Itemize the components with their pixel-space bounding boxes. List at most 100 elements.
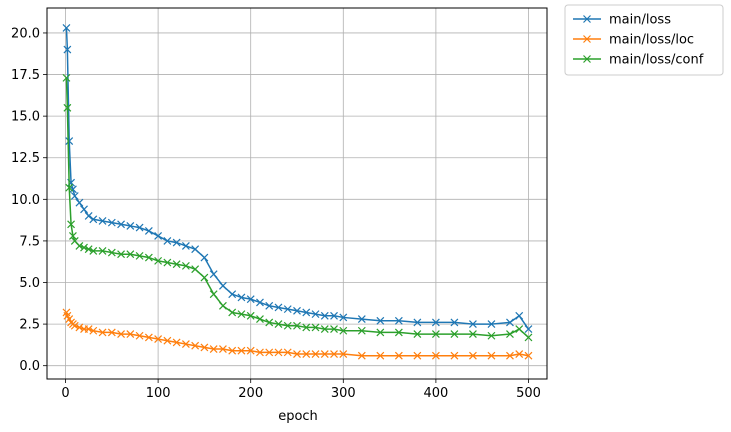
data-point bbox=[487, 351, 496, 360]
data-point bbox=[302, 350, 311, 358]
data-point bbox=[107, 328, 116, 337]
y-tick-label: 12.5 bbox=[11, 151, 40, 166]
y-tick-label: 2.5 bbox=[19, 318, 40, 333]
data-point bbox=[84, 245, 93, 254]
legend-label: main/loss/loc bbox=[609, 33, 694, 48]
y-tick-label: 0.0 bbox=[19, 359, 40, 374]
data-point bbox=[320, 350, 329, 358]
data-point bbox=[209, 270, 218, 279]
legend-entry[interactable]: main/loss/conf bbox=[573, 53, 704, 68]
data-point bbox=[450, 330, 459, 339]
data-point bbox=[154, 335, 163, 343]
data-point bbox=[63, 45, 72, 54]
data-point bbox=[413, 318, 422, 327]
data-point bbox=[524, 325, 533, 334]
data-point bbox=[135, 331, 144, 340]
y-tick-label: 5.0 bbox=[19, 276, 40, 291]
data-point bbox=[293, 350, 301, 358]
data-point bbox=[237, 293, 246, 302]
data-point bbox=[163, 336, 172, 345]
data-point bbox=[135, 251, 144, 260]
data-point bbox=[450, 318, 459, 327]
data-point bbox=[283, 348, 292, 357]
data-point bbox=[135, 223, 144, 232]
data-point bbox=[62, 73, 71, 82]
x-tick-label: 300 bbox=[331, 386, 356, 401]
data-point bbox=[117, 330, 125, 339]
data-point bbox=[283, 321, 292, 330]
data-point bbox=[339, 313, 348, 322]
legend[interactable]: main/loss main/loss/loc main/loss/conf bbox=[564, 4, 724, 76]
data-point bbox=[209, 290, 218, 299]
data-point bbox=[302, 323, 311, 332]
data-point bbox=[431, 330, 440, 339]
data-point bbox=[256, 298, 264, 307]
data-point bbox=[515, 350, 524, 358]
data-point bbox=[80, 243, 88, 252]
data-point bbox=[524, 333, 533, 342]
data-point bbox=[144, 253, 153, 262]
data-point bbox=[98, 217, 107, 225]
grid bbox=[47, 8, 547, 379]
data-point bbox=[181, 340, 190, 348]
data-point bbox=[265, 318, 274, 327]
legend-entry[interactable]: main/loss/loc bbox=[573, 33, 694, 48]
legend-label: main/loss/conf bbox=[609, 53, 704, 68]
data-point bbox=[274, 303, 283, 312]
data-point bbox=[126, 250, 135, 259]
data-point bbox=[75, 198, 84, 207]
data-point bbox=[237, 310, 246, 319]
legend-label: main/loss bbox=[609, 13, 671, 28]
data-point bbox=[191, 341, 200, 350]
data-point bbox=[200, 343, 209, 352]
data-point bbox=[330, 311, 338, 320]
x-tick-label: 500 bbox=[516, 386, 541, 401]
data-point bbox=[246, 295, 255, 304]
y-tick-label: 17.5 bbox=[11, 68, 40, 83]
data-point bbox=[181, 241, 190, 250]
data-point bbox=[172, 238, 181, 247]
data-point bbox=[320, 325, 329, 334]
data-point bbox=[487, 331, 496, 340]
data-point bbox=[302, 308, 311, 317]
data-point bbox=[265, 348, 274, 357]
data-point bbox=[191, 245, 200, 254]
y-tick-label: 15.0 bbox=[11, 110, 40, 125]
data-point bbox=[69, 231, 77, 240]
data-point bbox=[256, 315, 264, 324]
data-point bbox=[246, 346, 255, 355]
data-point bbox=[515, 311, 524, 320]
data-point bbox=[330, 350, 338, 358]
legend-entry[interactable]: main/loss bbox=[573, 13, 671, 28]
data-point bbox=[450, 351, 459, 360]
data-point bbox=[339, 350, 348, 358]
data-point bbox=[154, 231, 163, 240]
data-point bbox=[376, 316, 385, 325]
data-point bbox=[274, 348, 283, 357]
data-point bbox=[75, 323, 84, 332]
data-point bbox=[98, 246, 107, 255]
data-point bbox=[181, 261, 190, 270]
data-point bbox=[469, 320, 477, 329]
data-point bbox=[65, 183, 74, 192]
legend-marker bbox=[583, 55, 591, 63]
data-point bbox=[89, 246, 98, 255]
data-point bbox=[98, 328, 107, 337]
data-point bbox=[357, 315, 366, 324]
data-point bbox=[219, 345, 227, 353]
data-point bbox=[84, 325, 93, 334]
data-point bbox=[246, 311, 255, 320]
data-point bbox=[311, 323, 320, 332]
data-point bbox=[265, 301, 274, 310]
data-point bbox=[70, 192, 79, 200]
data-point bbox=[330, 325, 338, 334]
data-point bbox=[172, 338, 181, 347]
data-point bbox=[506, 318, 514, 327]
data-point bbox=[413, 351, 422, 360]
data-point bbox=[376, 351, 385, 360]
data-point bbox=[163, 258, 172, 267]
x-tick-label: 400 bbox=[423, 386, 448, 401]
data-point bbox=[311, 310, 320, 319]
x-tick-label: 0 bbox=[61, 386, 69, 401]
data-point bbox=[80, 205, 88, 214]
